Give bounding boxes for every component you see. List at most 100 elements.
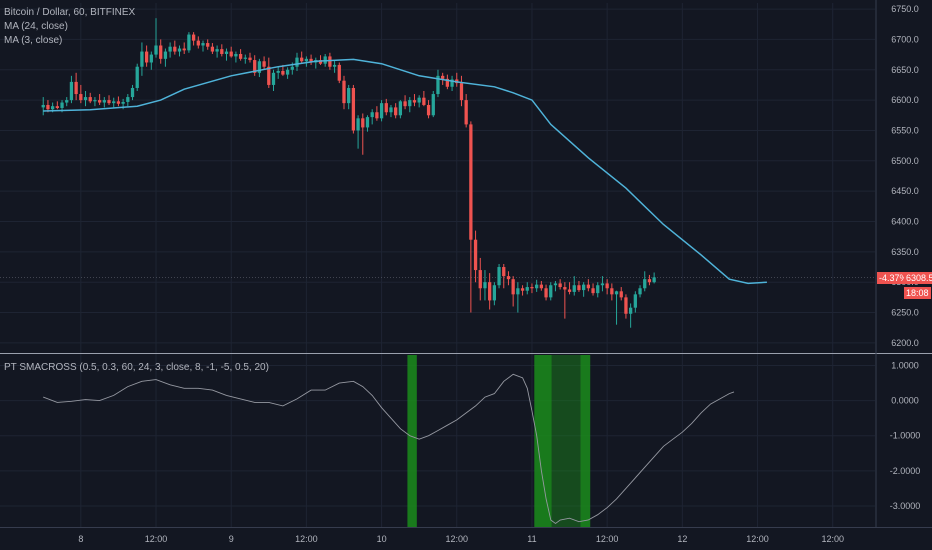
candle-body	[210, 46, 215, 52]
osc-tick-label: -2.0000	[890, 466, 921, 476]
candle-body	[478, 270, 482, 289]
candle-body	[516, 288, 520, 295]
candle-body	[596, 285, 600, 294]
last-price-tag: 6308.5	[904, 272, 932, 284]
candle-body	[497, 267, 501, 286]
time-tick-label: 10	[377, 534, 387, 544]
signal-highlight-band	[580, 355, 591, 527]
candle-body	[464, 100, 468, 125]
candle-body	[450, 79, 454, 87]
candle-body	[572, 285, 576, 292]
candle-body	[154, 45, 158, 55]
candle-body	[422, 97, 426, 105]
candle-body	[412, 100, 417, 103]
time-tick-label: 8	[78, 534, 83, 544]
candle-body	[79, 94, 83, 101]
price-tick-label: 6250.0	[891, 308, 919, 318]
candle-body	[116, 101, 121, 104]
candle-body	[506, 276, 511, 280]
candle-body	[243, 57, 247, 59]
candle-body	[281, 70, 285, 75]
signal-highlight-band	[407, 355, 417, 527]
candle-body	[633, 294, 637, 308]
candle-body	[126, 97, 130, 102]
candle-body	[558, 283, 562, 288]
ma24-legend: MA (24, close)	[4, 21, 68, 32]
candle-body	[379, 103, 384, 119]
candle-body	[511, 279, 515, 295]
time-tick-label: 12:00	[145, 534, 168, 544]
candle-body	[539, 284, 543, 289]
candle-body	[135, 66, 139, 88]
candle-body	[394, 107, 398, 116]
candle-body	[582, 284, 586, 291]
candle-body	[398, 101, 403, 116]
candle-body	[93, 100, 97, 102]
price-tick-label: 6500.0	[891, 156, 919, 166]
candle-body	[586, 284, 590, 289]
candle-body	[267, 66, 271, 85]
price-tick-label: 6400.0	[891, 217, 919, 227]
time-tick-label: 12:00	[295, 534, 318, 544]
candle-body	[563, 287, 567, 290]
candle-body	[285, 69, 290, 75]
candle-body	[107, 100, 111, 104]
signal-highlight-band	[534, 355, 552, 527]
candle-body	[647, 279, 652, 283]
candle-body	[69, 81, 74, 101]
candle-body	[436, 75, 440, 95]
candle-body	[384, 103, 388, 113]
candle-body	[97, 100, 102, 103]
candle-body	[488, 282, 492, 301]
candle-body	[238, 53, 243, 59]
candle-body	[530, 287, 534, 289]
candle-body	[426, 104, 431, 116]
osc-tick-label: -1.0000	[890, 431, 921, 441]
candle-body	[257, 61, 262, 73]
time-tick-label: 11	[527, 534, 536, 544]
candle-body	[628, 307, 633, 314]
candle-body	[323, 56, 327, 64]
price-tick-label: 6700.0	[891, 34, 919, 44]
candle-body	[624, 297, 628, 314]
time-tick-label: 12	[677, 534, 687, 544]
time-tick-label: 12:00	[596, 534, 619, 544]
candle-body	[300, 57, 304, 62]
candle-body	[643, 279, 647, 289]
candle-body	[652, 277, 656, 283]
candle-body	[224, 51, 229, 54]
candle-body	[567, 289, 572, 292]
osc-tick-label: 1.0000	[891, 361, 919, 371]
candle-body	[431, 94, 435, 116]
candle-body	[46, 104, 50, 110]
time-tick-label: 9	[229, 534, 234, 544]
candle-body	[55, 106, 59, 109]
candle-body	[318, 60, 323, 64]
candle-body	[201, 43, 205, 46]
candle-body	[553, 283, 558, 286]
change-percent-tag: -4.37%	[877, 272, 910, 284]
ma3-legend: MA (3, close)	[4, 35, 63, 46]
candle-body	[88, 97, 92, 102]
candle-body	[370, 112, 374, 118]
oscillator-line	[43, 373, 735, 525]
candle-body	[149, 54, 153, 63]
candle-body	[337, 64, 341, 81]
time-tick-label: 12:00	[746, 534, 769, 544]
candle-body	[182, 48, 186, 51]
symbol-title: Bitcoin / Dollar, 60, BITFINEX	[4, 7, 136, 18]
candle-body	[347, 87, 351, 104]
candle-body	[605, 283, 609, 289]
candle-body	[191, 34, 196, 41]
candle-body	[206, 43, 210, 47]
candle-body	[520, 288, 525, 291]
candle-body	[591, 288, 595, 294]
candle-body	[544, 288, 548, 298]
candle-body	[140, 51, 144, 67]
candle-body	[215, 49, 219, 52]
candle-body	[159, 45, 163, 59]
candle-body	[445, 78, 450, 87]
candle-body	[144, 51, 149, 63]
candle-body	[271, 72, 276, 85]
